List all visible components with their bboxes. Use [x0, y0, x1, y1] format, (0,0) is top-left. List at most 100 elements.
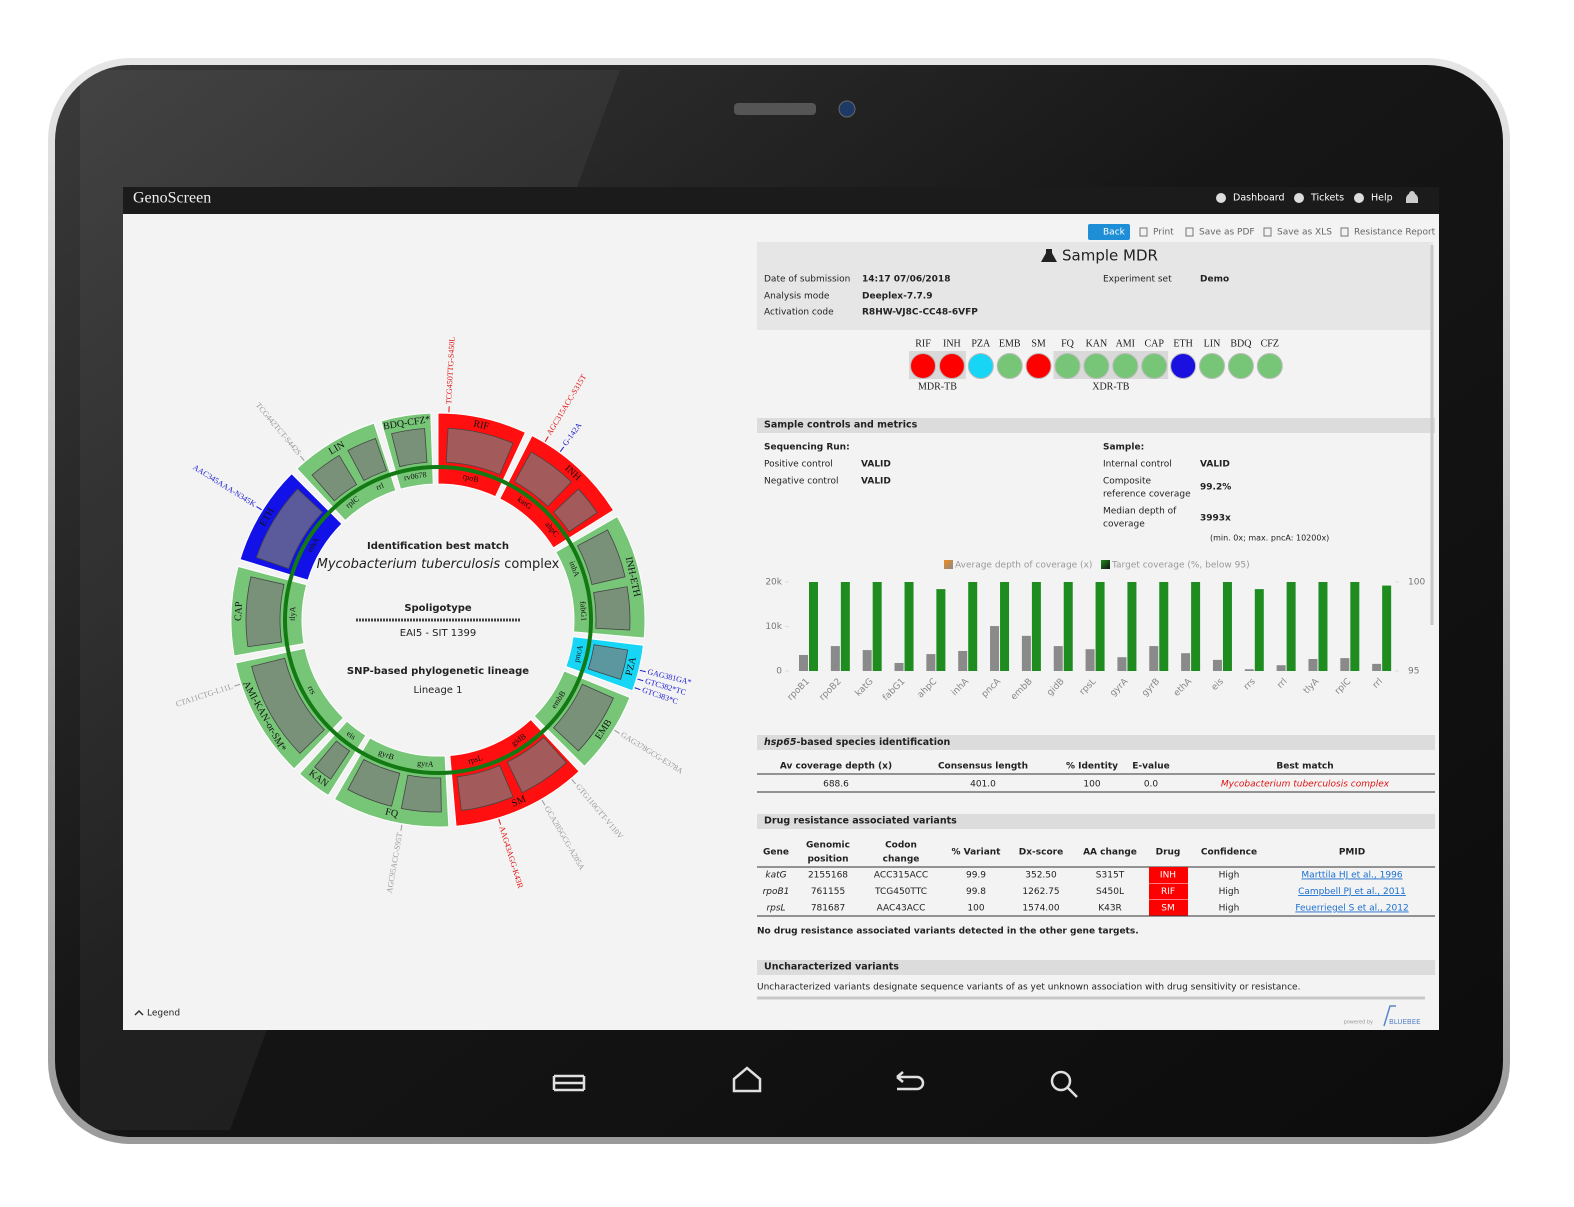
- section-title: Sample controls and metrics: [764, 420, 918, 431]
- table-cell: K43R: [1098, 904, 1122, 914]
- table-header: % Identity: [1066, 762, 1118, 772]
- pmid-link[interactable]: Feuerriegel S et al., 2012: [1295, 904, 1408, 914]
- drug-segment-label: CAP: [233, 601, 245, 621]
- table-cell: 1262.75: [1022, 887, 1059, 897]
- table-cell: High: [1219, 904, 1240, 914]
- annotation-tick: [234, 683, 241, 687]
- depth-bar: [1276, 665, 1286, 671]
- control-label: Positive control: [764, 460, 833, 470]
- drug-status: [910, 353, 936, 379]
- table-cell: 688.6: [823, 780, 849, 790]
- table-cell: High: [1219, 887, 1240, 897]
- y-tick-label: 0: [776, 667, 782, 677]
- drug-segment-label: FQ: [384, 806, 400, 820]
- control-label: Internal control: [1103, 460, 1172, 470]
- annotation-tick: [256, 506, 262, 511]
- bluebee-brand: BLUEBEE: [1389, 1018, 1421, 1026]
- control-value: VALID: [1200, 460, 1230, 470]
- coverage-bar: [904, 582, 914, 671]
- pmid-link[interactable]: Marttila HJ et al., 1996: [1301, 871, 1402, 881]
- toolbar-button[interactable]: Save as PDF: [1199, 228, 1255, 238]
- coverage-bar: [840, 582, 850, 671]
- control-value: 99.2%: [1200, 483, 1231, 493]
- coverage-bar: [872, 582, 882, 671]
- search-button[interactable]: [1050, 1070, 1078, 1098]
- gene-coverage: [445, 427, 514, 476]
- title-em: hsp65: [764, 737, 797, 748]
- gene-label: gyrA: [417, 759, 434, 769]
- toolbar-icon: [1185, 227, 1194, 237]
- nav-link[interactable]: Dashboard: [1233, 193, 1285, 204]
- table-header: PMID: [1339, 848, 1365, 858]
- back-button[interactable]: [896, 1071, 925, 1091]
- gene-coverage: [587, 644, 629, 680]
- center-value: EAI5 - SIT 1399: [400, 628, 476, 639]
- table-header: Codon: [885, 841, 917, 851]
- toolbar-icon: [1139, 227, 1148, 237]
- variant-annotation: TCG450TTG-S450L: [444, 336, 457, 404]
- app: GenoScreen Dashboard Tickets Help Back Print S…: [133, 190, 1436, 1027]
- home-button[interactable]: [732, 1066, 762, 1093]
- control-label: reference coverage: [1103, 490, 1191, 500]
- table-cell: ACC315ACC: [874, 871, 928, 881]
- nav-link[interactable]: Tickets: [1310, 193, 1344, 204]
- back-button[interactable]: [1088, 224, 1130, 240]
- drug-status: [996, 353, 1023, 379]
- toolbar-icon: [1263, 227, 1272, 237]
- depth-bar: [830, 646, 840, 671]
- depth-bar: [1244, 669, 1254, 671]
- toolbar-button[interactable]: Print: [1153, 228, 1174, 238]
- table-cell: S315T: [1096, 871, 1125, 881]
- table-cell: 100: [1083, 780, 1100, 790]
- gene-coverage: [514, 451, 572, 507]
- center-title: Identification best match: [367, 541, 509, 552]
- table-cell: rpoB1: [763, 887, 790, 897]
- table-cell: INH: [1160, 871, 1176, 881]
- coverage-bar: [1095, 582, 1105, 671]
- drug-group-label: XDR-TB: [1092, 381, 1130, 392]
- drug-status: [1227, 353, 1254, 379]
- android-nav: [552, 1066, 1078, 1098]
- table-cell: High: [1219, 871, 1240, 881]
- pmid-link[interactable]: Campbell PJ et al., 2011: [1298, 887, 1406, 897]
- gene-label: rrs: [306, 684, 318, 696]
- gene-coverage: [314, 740, 351, 780]
- user-menu[interactable]: [1406, 191, 1418, 203]
- table-header: position: [807, 855, 848, 865]
- powered-by: powered by: [1344, 1020, 1373, 1026]
- field-label: Activation code: [764, 308, 834, 318]
- gene-coverage: [552, 488, 598, 533]
- bluebee-logo: [1383, 1005, 1396, 1027]
- drug-segment-label: PZA: [624, 655, 639, 677]
- nav-link[interactable]: Help: [1371, 193, 1393, 204]
- table-cell: TCG450TTC: [874, 887, 927, 897]
- sub-title: Sample:: [1103, 443, 1144, 453]
- coverage-bar: [1382, 585, 1392, 671]
- drug-name: KAN: [1086, 338, 1108, 349]
- toolbar-button[interactable]: Back: [1103, 228, 1126, 238]
- toolbar-button[interactable]: Save as XLS: [1277, 228, 1332, 238]
- section-header: [757, 814, 1435, 829]
- table-header: Dx-score: [1019, 848, 1063, 858]
- table-header: Av coverage depth (x): [780, 762, 892, 772]
- paragraph: Uncharacterized variants designate seque…: [757, 983, 1300, 993]
- field-value: 14:17 07/06/2018: [862, 275, 950, 285]
- table-cell: 0.0: [1144, 780, 1159, 790]
- toolbar-button[interactable]: Resistance Report: [1354, 228, 1436, 238]
- coverage-bar: [809, 582, 818, 671]
- table-cell: AAC43ACC: [877, 904, 926, 914]
- drug-cell: [1149, 883, 1188, 900]
- legend-toggle[interactable]: Legend: [147, 1009, 180, 1019]
- coverage-bar: [1000, 582, 1010, 671]
- gene-coverage: [251, 657, 325, 754]
- coverage-bar: [936, 589, 946, 671]
- depth-bar: [1053, 646, 1063, 671]
- annotation-tick: [634, 687, 641, 691]
- note: No drug resistance associated variants d…: [757, 927, 1139, 937]
- drug-cell: [1149, 900, 1188, 916]
- table-header: Best match: [1276, 762, 1333, 772]
- gene-coverage: [347, 758, 401, 807]
- control-note: (min. 0x; max. pncA: 10200x): [1210, 534, 1329, 543]
- center-value: Lineage 1: [413, 685, 462, 696]
- menu-button[interactable]: [552, 1074, 586, 1092]
